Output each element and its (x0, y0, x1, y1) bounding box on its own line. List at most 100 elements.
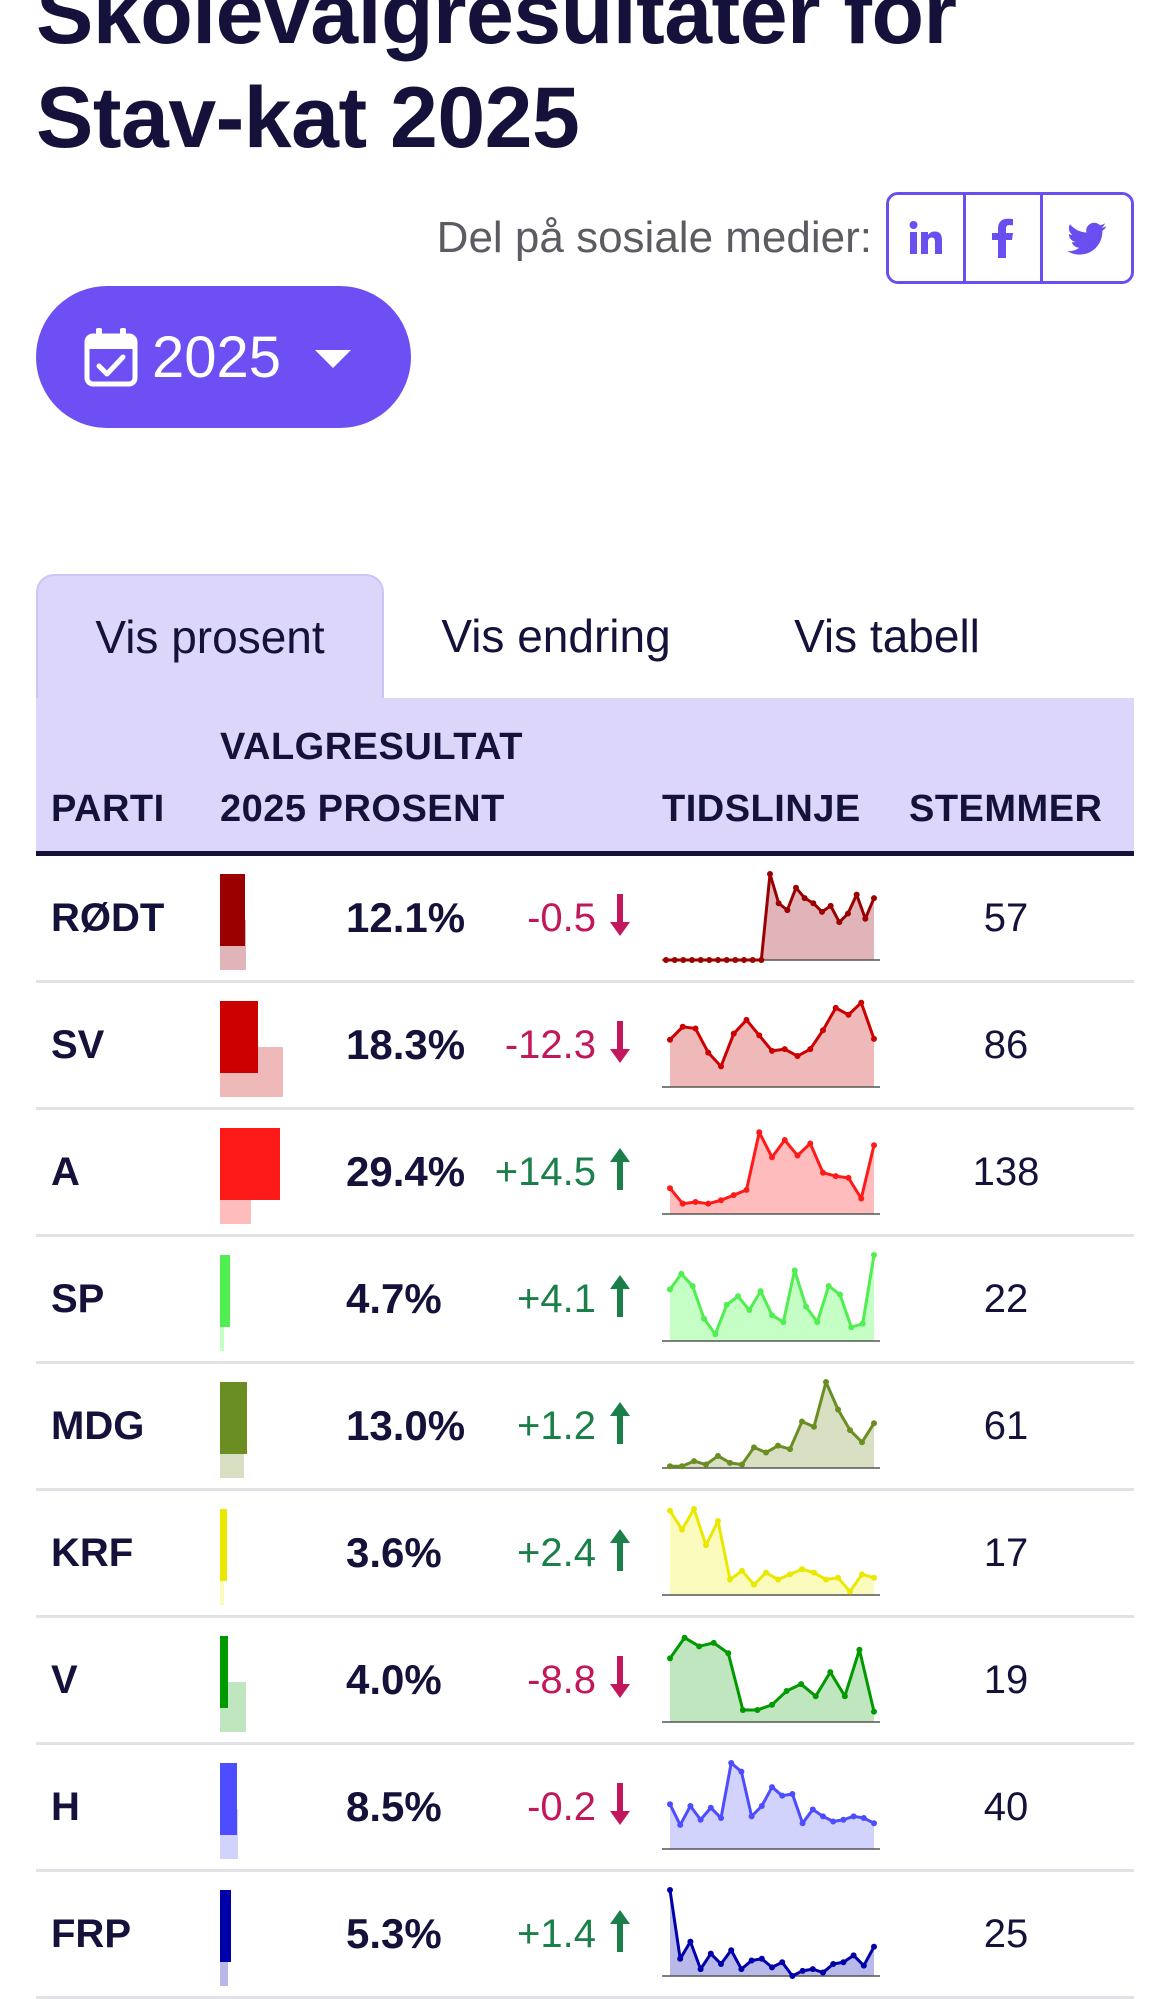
sparkline-point (756, 1032, 763, 1039)
result-percent: 12.1% (346, 894, 466, 941)
tab-vis-tabell[interactable]: Vis tabell (794, 610, 980, 662)
header-result-line2: 2025 PROSENT (220, 788, 505, 830)
sparkline-point (836, 919, 843, 926)
calendar-check-icon (84, 328, 138, 387)
sparkline-point (823, 1379, 829, 1385)
sparkline-point (715, 957, 721, 963)
linkedin-share-button[interactable] (889, 195, 966, 281)
vote-count: 86 (983, 1022, 1029, 1067)
sparkline-point (692, 1198, 699, 1205)
vote-count: 57 (983, 895, 1029, 940)
tab-vis-endring[interactable]: Vis endring (441, 610, 671, 662)
sparkline-point (871, 1943, 877, 1950)
timeline-sparkline (662, 1634, 880, 1723)
sparkline-area (670, 1255, 874, 1341)
party-name: FRP (51, 1911, 131, 1956)
sparkline-point (847, 1427, 853, 1434)
current-result-bar (220, 1382, 247, 1454)
sparkline-point (820, 1027, 826, 1034)
sparkline-point (820, 1169, 826, 1176)
previous-result-bar (220, 1962, 228, 1986)
sparkline-point (749, 957, 756, 963)
sparkline-point (667, 1655, 673, 1662)
previous-result-bar (220, 1581, 224, 1605)
sparkline-point (667, 1507, 673, 1514)
sparkline-point (718, 1063, 724, 1070)
tab-vis-prosent[interactable]: Vis prosent (36, 574, 384, 698)
twitter-icon (1067, 222, 1107, 255)
sparkline-point (784, 907, 791, 914)
timeline-sparkline (662, 1506, 880, 1596)
sparkline-point (871, 1820, 877, 1827)
current-result-bar (220, 1509, 228, 1581)
sparkline-point (799, 1820, 806, 1827)
sparkline-point (830, 1960, 837, 1967)
sparkline-point (862, 915, 869, 922)
arrow-up-icon (610, 1402, 630, 1444)
sparkline-point (799, 1418, 805, 1425)
facebook-icon (992, 218, 1013, 258)
sparkline-point (667, 1286, 673, 1293)
sparkline-point (730, 1030, 737, 1037)
sparkline-point (840, 1959, 847, 1966)
sparkline-point (819, 908, 825, 915)
sparkline-point (680, 957, 687, 963)
twitter-share-button[interactable] (1043, 195, 1131, 281)
sparkline-point (775, 900, 782, 907)
sparkline-point (677, 1821, 684, 1828)
sparkline-point (769, 1047, 775, 1054)
sparkline-point (832, 1004, 839, 1011)
sparkline-point (728, 1947, 735, 1954)
current-result-bar (220, 1128, 281, 1200)
sparkline-point (687, 1803, 694, 1809)
arrow-up-icon (610, 1910, 630, 1952)
arrow-down-icon (610, 1783, 630, 1825)
sparkline-point (858, 1195, 865, 1202)
header-party: PARTI (51, 788, 165, 830)
party-name: KRF (51, 1530, 134, 1575)
vote-count: 40 (983, 1784, 1029, 1829)
sparkline-point (845, 1011, 852, 1018)
year-selector[interactable]: 2025 (36, 286, 411, 428)
sparkline-point (781, 1137, 788, 1144)
result-percent: 5.3% (346, 1910, 442, 1957)
sparkline-point (801, 895, 808, 902)
result-change: +1.2 (517, 1403, 596, 1448)
result-percent: 4.7% (346, 1275, 442, 1322)
sparkline-point (823, 1576, 829, 1583)
sparkline-point (758, 1803, 765, 1809)
sparkline-point (735, 1293, 741, 1300)
sparkline-point (860, 1962, 867, 1969)
sparkline-point (789, 1790, 796, 1797)
sparkline-point (791, 1267, 798, 1274)
sparkline-point (718, 1960, 724, 1967)
sparkline-point (667, 1185, 673, 1192)
vote-count: 25 (983, 1911, 1029, 1956)
result-percent: 13.0% (346, 1402, 466, 1449)
sparkline-point (779, 1792, 786, 1799)
result-percent: 4.0% (346, 1656, 442, 1703)
previous-result-bar (220, 1454, 245, 1478)
sparkline-point (678, 1270, 685, 1277)
sparkline-point (787, 1446, 793, 1453)
result-change: +4.1 (517, 1276, 596, 1321)
sparkline-point (703, 1542, 709, 1549)
sparkline-point (853, 891, 860, 898)
sparkline-point (871, 1142, 877, 1149)
sparkline-point (739, 1706, 746, 1713)
sparkline-point (769, 1784, 775, 1791)
sparkline-point (667, 1463, 673, 1470)
vote-count: 17 (983, 1530, 1029, 1575)
sparkline-point (715, 1452, 721, 1459)
year-value: 2025 (152, 324, 282, 390)
sparkline-point (696, 1643, 703, 1650)
sparkline-point (859, 1320, 866, 1327)
facebook-share-button[interactable] (966, 195, 1043, 281)
arrow-down-icon (610, 894, 630, 936)
sparkline-point (757, 1288, 764, 1295)
result-change: +14.5 (494, 1149, 596, 1194)
sparkline-point (706, 957, 713, 963)
sparkline-point (691, 1458, 697, 1465)
sparkline-point (830, 1818, 837, 1825)
sparkline-point (811, 1569, 817, 1576)
